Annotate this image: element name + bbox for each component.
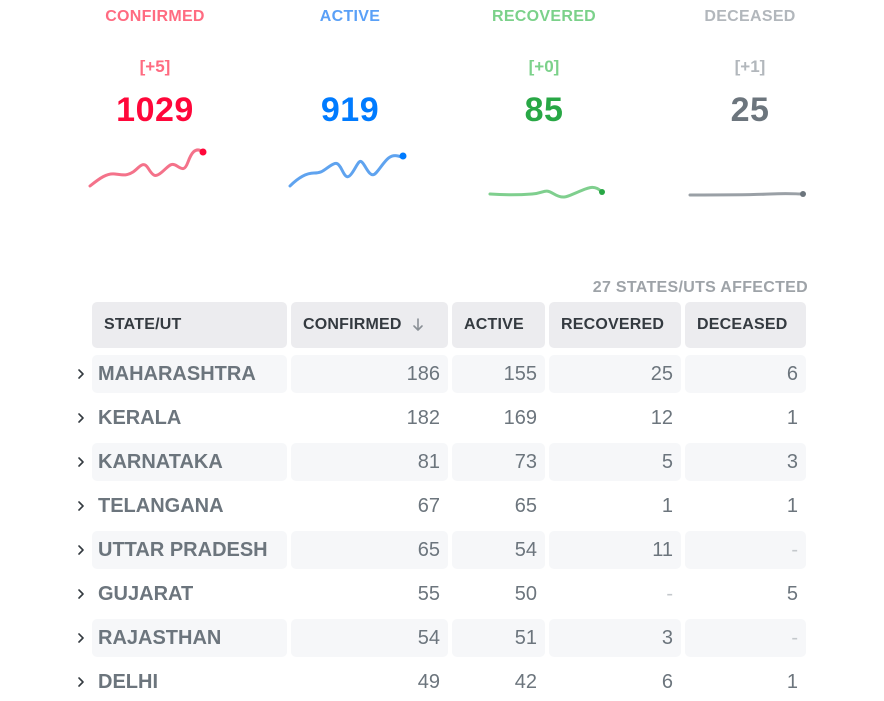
stat-active-label: ACTIVE (319, 8, 381, 25)
states-affected-count: 27 STATES/UTS AFFECTED (592, 279, 808, 296)
header-state-label: STATE/UT (104, 316, 182, 333)
stat-deceased-label: DECEASED (704, 8, 796, 25)
stats-panel: CONFIRMED [+5] 1029 ACTIVE 919 RECOVERED… (0, 0, 884, 230)
stat-confirmed-label: CONFIRMED (105, 8, 205, 25)
stat-deceased-delta: [+1] (734, 57, 766, 76)
table-cell-confirmed: 65 (291, 531, 448, 569)
table-cell-confirmed: 81 (291, 443, 448, 481)
table-cell-state[interactable]: RAJASTHAN (92, 619, 287, 657)
active-sparkline (288, 152, 407, 188)
expand-chevron-icon[interactable] (74, 411, 88, 425)
header-deceased[interactable]: DECEASED (685, 302, 806, 348)
table-cell-active: 65 (514, 494, 537, 517)
stat-recovered-delta: [+0] (528, 57, 560, 76)
expand-chevron-icon[interactable] (74, 455, 88, 469)
table-cell-state[interactable]: TELANGANA (98, 494, 224, 517)
table-cell-recovered: 11 (549, 531, 681, 569)
expand-chevron-icon[interactable] (74, 631, 88, 645)
table-cell-confirmed: 55 (417, 582, 440, 605)
table-cell-active: 54 (452, 531, 545, 569)
table-cell-recovered: 12 (650, 406, 673, 429)
table-cell-confirmed: 54 (291, 619, 448, 657)
expand-chevron-icon[interactable] (74, 499, 88, 513)
table-cell-confirmed: 49 (417, 670, 440, 693)
stat-active-value: 919 (320, 91, 380, 129)
table-cell-state[interactable]: DELHI (98, 670, 158, 693)
table-cell-recovered: 25 (549, 355, 681, 393)
table-cell-deceased: - (685, 619, 806, 657)
expand-chevron-icon[interactable] (74, 367, 88, 381)
table-cell-active: 155 (452, 355, 545, 393)
table-cell-state[interactable]: GUJARAT (98, 582, 194, 605)
header-active[interactable]: ACTIVE (452, 302, 545, 348)
table-cell-deceased: 5 (786, 582, 798, 605)
table-cell-state[interactable]: KARNATAKA (92, 443, 287, 481)
header-recovered-label: RECOVERED (561, 316, 665, 333)
expand-chevron-icon[interactable] (74, 587, 88, 601)
stat-recovered-value: 85 (524, 91, 564, 129)
stat-confirmed-delta: [+5] (139, 57, 171, 76)
table-cell-recovered: 3 (549, 619, 681, 657)
table-cell-deceased: 1 (786, 670, 798, 693)
table-cell-active: 73 (452, 443, 545, 481)
recovered-sparkline (488, 185, 605, 199)
confirmed-sparkline (88, 148, 207, 188)
table-cell-deceased: 1 (786, 494, 798, 517)
table-cell-confirmed: 67 (417, 494, 440, 517)
stat-recovered-label: RECOVERED (491, 8, 597, 25)
table-cell-active: 50 (514, 582, 537, 605)
table-cell-recovered: 1 (661, 494, 673, 517)
table-cell-active: 51 (452, 619, 545, 657)
header-active-label: ACTIVE (464, 316, 524, 333)
deceased-sparkline (688, 191, 806, 197)
table-cell-confirmed: 186 (291, 355, 448, 393)
table-cell-active: 169 (503, 406, 537, 429)
table-cell-deceased: - (685, 531, 806, 569)
header-confirmed[interactable]: CONFIRMED (291, 302, 448, 348)
expand-chevron-icon[interactable] (74, 675, 88, 689)
table-cell-recovered: - (666, 582, 673, 605)
table-cell-state[interactable]: MAHARASHTRA (92, 355, 287, 393)
table-cell-state[interactable]: KERALA (98, 406, 182, 429)
table-cell-recovered: 6 (661, 670, 673, 693)
table-cell-confirmed: 182 (406, 406, 440, 429)
header-state[interactable]: STATE/UT (92, 302, 287, 348)
stat-deceased-value: 25 (730, 91, 770, 129)
header-recovered[interactable]: RECOVERED (549, 302, 681, 348)
header-deceased-label: DECEASED (697, 316, 788, 333)
table-cell-deceased: 3 (685, 443, 806, 481)
header-confirmed-label: CONFIRMED (303, 316, 402, 333)
stat-confirmed-value: 1029 (116, 91, 194, 129)
table-cell-deceased: 6 (685, 355, 806, 393)
expand-chevron-icon[interactable] (74, 543, 88, 557)
table-cell-deceased: 1 (786, 406, 798, 429)
table-cell-active: 42 (514, 670, 537, 693)
arrow-down-icon (412, 318, 424, 332)
table-cell-recovered: 5 (549, 443, 681, 481)
table-cell-state[interactable]: UTTAR PRADESH (92, 531, 287, 569)
